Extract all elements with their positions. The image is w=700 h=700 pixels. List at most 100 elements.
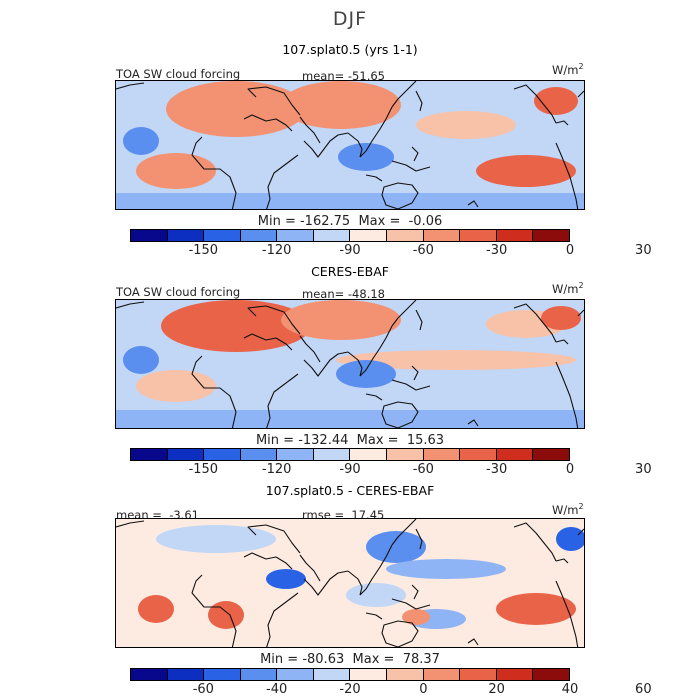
panel2-warm-pool: [336, 360, 396, 388]
panel1-colorbar-swatch: [496, 230, 534, 241]
panel1-colorbar-swatch: [387, 230, 424, 241]
panel2-south-atlantic: [136, 370, 216, 402]
panel2-colorbar-swatch: [313, 449, 351, 460]
panel3-min-label: Min =: [260, 652, 299, 667]
panel1-colorbar-ticks: -150 -120 -90 -60 -30 0 30: [130, 243, 652, 259]
panel1-south-atlantic: [136, 153, 216, 189]
panel3-colorbar-swatch: [496, 669, 534, 680]
panel2-colorbar-tick: -60: [412, 462, 434, 477]
panel1-colorbar-tick: -120: [261, 243, 292, 258]
panel3-se-pacific: [496, 593, 576, 625]
panel1-colorbar-swatch: [313, 230, 351, 241]
panel1-min-label: Min =: [257, 214, 296, 229]
panel1-max-label: Max =: [358, 214, 401, 229]
panel3-colorbar-ticks: -60 -40 -20 0 20 40 60: [130, 682, 652, 698]
panel1-minmax: Min = -162.75 Max = -0.06: [0, 214, 700, 229]
panel2-colorbar-swatch: [277, 449, 314, 460]
panel3-se-pacific-west: [138, 595, 174, 623]
panel2-units-exp: 2: [578, 281, 584, 290]
panel1-colorbar-tick: -30: [486, 243, 508, 258]
panel2-colorbar: [130, 448, 570, 461]
panel3-n-atlantic: [156, 525, 276, 553]
panel3-s-atlantic: [208, 601, 244, 629]
panel2-colorbar-tick: -120: [261, 462, 292, 477]
panel2-min-label: Min =: [255, 433, 295, 448]
panel3-colorbar-swatch: [277, 669, 314, 680]
panel3-colorbar-tick: 20: [488, 682, 505, 697]
panel3-mexico: [556, 527, 584, 551]
panel2-amazon: [123, 346, 159, 374]
panel3-colorbar-tick: -20: [339, 682, 361, 697]
panel1-colorbar: [130, 229, 570, 242]
panel1-colorbar-tick: -90: [339, 243, 361, 258]
panel2-colorbar-ticks: -150 -120 -90 -60 -30 0 30: [130, 462, 652, 478]
panel3-east-asia: [366, 531, 426, 563]
panel1-asia-region: [281, 81, 401, 129]
panel1-colorbar-swatch: [204, 230, 241, 241]
panel1-mexico: [534, 87, 578, 115]
panel2-colorbar-swatch: [167, 449, 205, 460]
panel3-colorbar-swatch: [240, 669, 278, 680]
panel1-warm-pool: [338, 143, 394, 171]
panel1-colorbar-swatch: [350, 230, 388, 241]
panel1-units-text: W/m: [552, 62, 579, 77]
panel1-colorbar-swatch: [460, 230, 497, 241]
panel1-colorbar-swatch: [423, 230, 461, 241]
panel1-map-svg: [116, 81, 584, 209]
panel3-colorbar-swatch: [387, 669, 424, 680]
panel2-mexico: [541, 306, 581, 330]
panel1-colorbar-swatch: [167, 230, 205, 241]
panel1-southern-band: [116, 193, 584, 209]
panel2-colorbar-swatch: [496, 449, 534, 460]
panel2-asia-region: [281, 300, 401, 340]
panel3-nw-pacific: [386, 559, 506, 579]
panel3-max-value: 78.37: [402, 652, 440, 667]
panel2-max-value: 15.63: [406, 433, 445, 448]
panel2-mean: mean= -48.18: [302, 287, 385, 301]
panel1-colorbar-swatch: [131, 230, 168, 241]
panel2-units-text: W/m: [552, 281, 579, 296]
panel3-colorbar-swatch: [423, 669, 461, 680]
panel3-units-text: W/m: [552, 502, 579, 517]
panel3-colorbar-swatch: [533, 669, 569, 680]
panel2-colorbar-swatch: [240, 449, 278, 460]
panel3-minmax: Min = -80.63 Max = 78.37: [0, 652, 700, 667]
panel1-south-pacific: [476, 155, 576, 187]
panel1-north-pacific: [416, 111, 516, 139]
panel2-units: W/m2: [552, 281, 584, 296]
panel1-amazon: [123, 127, 159, 155]
panel2-colorbar-swatch: [533, 449, 569, 460]
panel3-colorbar-swatch: [131, 669, 168, 680]
panel1-colorbar-tick: 0: [565, 243, 575, 258]
panel1-mean-value: -51.65: [347, 69, 385, 83]
panel2-colorbar-swatch: [204, 449, 241, 460]
panel2-colorbar-tick: 30: [635, 462, 652, 477]
panel3-colorbar: [130, 668, 570, 681]
season-title: DJF: [332, 8, 368, 30]
panel1-units: W/m2: [552, 62, 584, 77]
panel3-colorbar-swatch: [204, 669, 241, 680]
panel3-colorbar-swatch: [460, 669, 497, 680]
panel3-map: [115, 518, 585, 648]
panel2-variable: TOA SW cloud forcing: [116, 285, 241, 299]
panel3-colorbar-tick: 60: [635, 682, 652, 697]
panel1-variable: TOA SW cloud forcing: [116, 67, 241, 81]
panel1-colorbar-tick: -150: [188, 243, 219, 258]
panel2-colorbar-tick: -150: [188, 462, 219, 477]
panel1-colorbar-swatch: [240, 230, 278, 241]
panel3-colorbar-swatch: [350, 669, 388, 680]
panel3-colorbar-tick: 40: [561, 682, 579, 697]
panel2-colorbar-tick: 0: [565, 462, 575, 477]
panel2-southern-band: [116, 410, 584, 428]
panel1-colorbar-tick: 30: [635, 243, 652, 258]
panel2-colorbar-swatch: [460, 449, 497, 460]
panel3-australia: [402, 609, 430, 625]
panel3-title: 107.splat0.5 - CERES-EBAF: [265, 483, 435, 498]
panel2-map-svg: [116, 300, 584, 428]
panel3-colorbar-tick: -40: [266, 682, 288, 697]
panel3-colorbar-tick: -60: [192, 682, 214, 697]
panel2-colorbar-swatch: [423, 449, 461, 460]
panel3-central-africa: [266, 569, 306, 589]
panel2-pacific-band: [336, 350, 576, 370]
panel2-colorbar-tick: -90: [339, 462, 361, 477]
